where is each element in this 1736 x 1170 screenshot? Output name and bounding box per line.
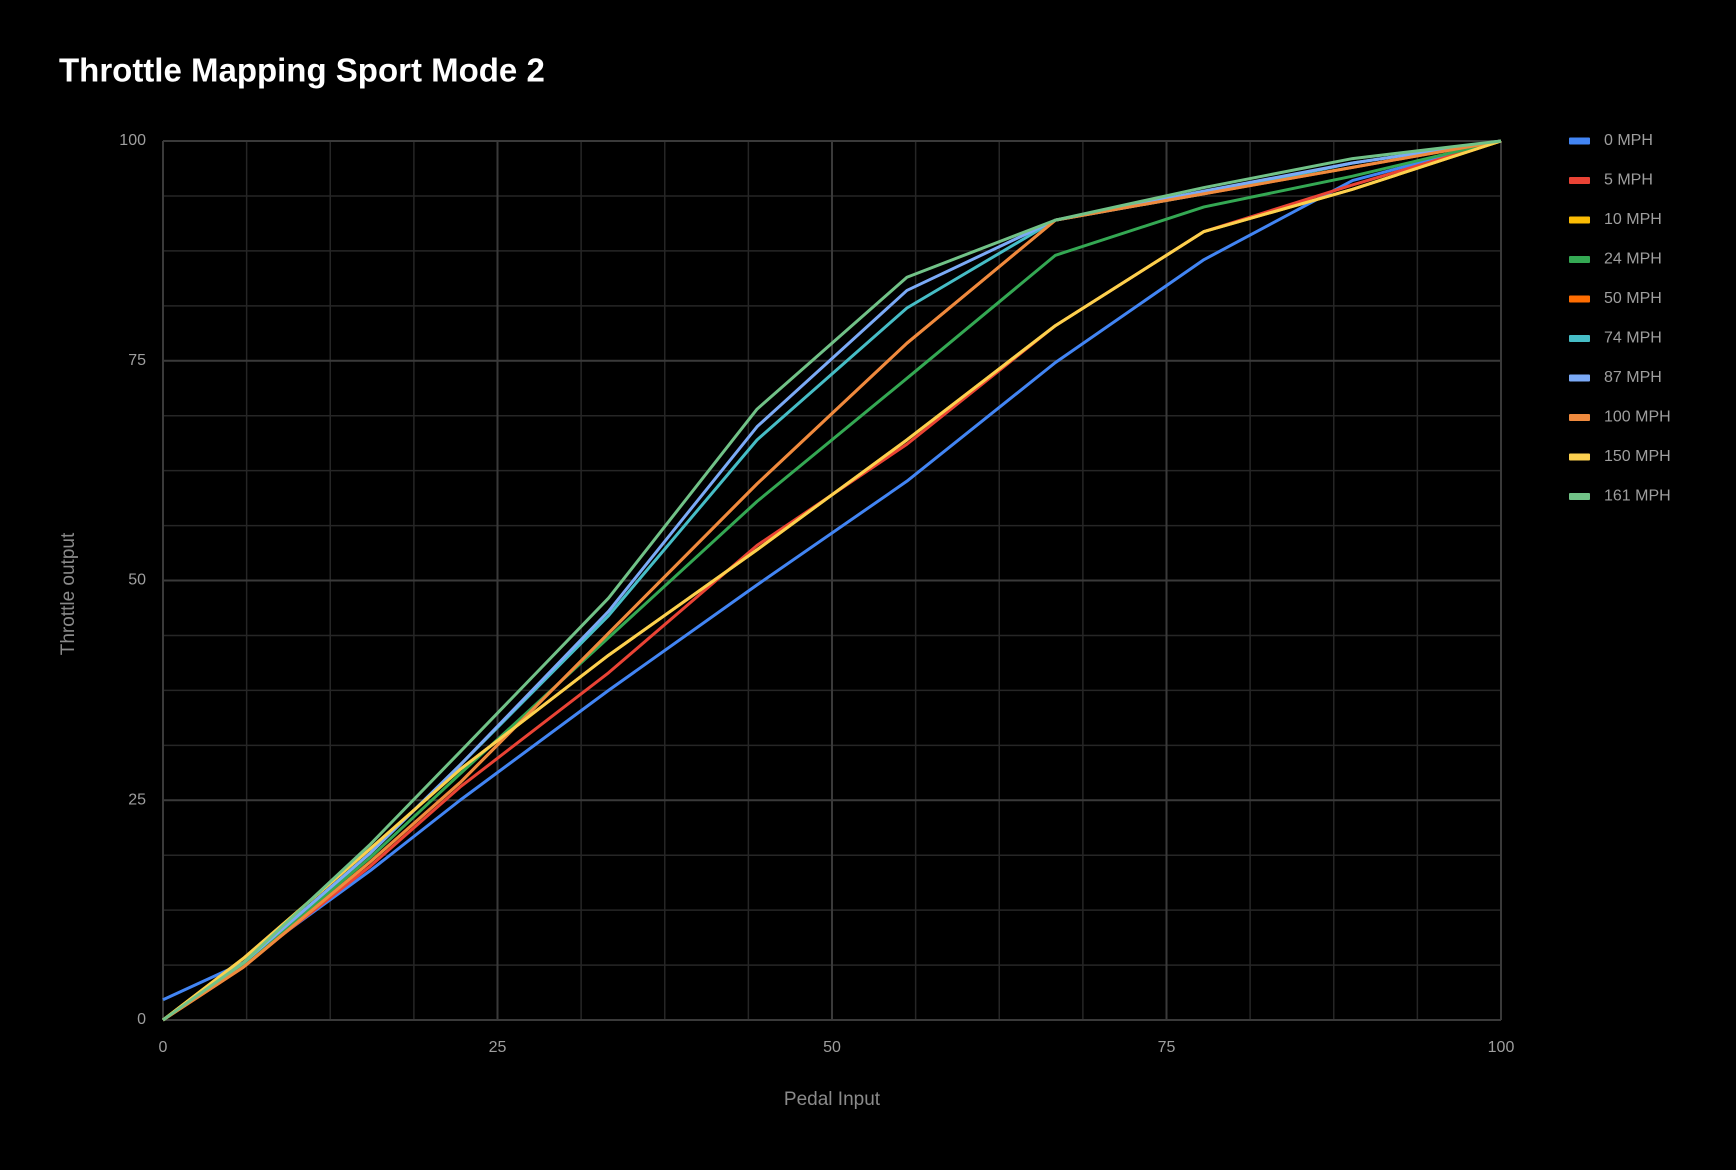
y-tick-label: 0 <box>137 1011 146 1028</box>
series-line <box>162 139 1502 1022</box>
legend-label: 5 MPH <box>1604 172 1653 189</box>
legend-swatch <box>1569 295 1590 303</box>
legend-label: 10 MPH <box>1604 211 1662 228</box>
legend-label: 87 MPH <box>1604 369 1662 386</box>
legend-label: 24 MPH <box>1604 251 1662 268</box>
y-tick-label: 75 <box>128 352 146 369</box>
legend-swatch <box>1569 137 1590 145</box>
legend-label: 50 MPH <box>1604 290 1662 307</box>
chart-title: Throttle Mapping Sport Mode 2 <box>59 52 545 89</box>
legend-swatch <box>1569 493 1590 500</box>
y-tick-label: 50 <box>128 572 146 589</box>
x-tick-label: 100 <box>1488 1039 1515 1056</box>
legend-label: 100 MPH <box>1604 409 1671 426</box>
legend-swatch <box>1569 177 1590 184</box>
x-tick-label: 50 <box>823 1039 841 1056</box>
series-line <box>162 139 1502 1022</box>
legend-swatch <box>1569 414 1590 421</box>
legend-swatch <box>1569 374 1590 382</box>
series-line <box>162 139 1502 1022</box>
y-tick-label: 25 <box>128 791 146 808</box>
legend-label: 161 MPH <box>1604 488 1671 505</box>
series-line <box>162 139 1502 1002</box>
legend-label: 150 MPH <box>1604 448 1671 465</box>
x-tick-label: 75 <box>1158 1039 1176 1056</box>
legend-label: 0 MPH <box>1604 132 1653 149</box>
series-line <box>162 139 1502 1022</box>
legend-swatch <box>1569 256 1590 263</box>
legend-swatch <box>1569 335 1590 342</box>
x-axis-title: Pedal Input <box>784 1089 881 1110</box>
legend-swatch <box>1569 216 1590 224</box>
y-axis-title: Throttle output <box>58 532 79 655</box>
x-tick-label: 0 <box>159 1039 168 1056</box>
x-tick-label: 25 <box>489 1039 507 1056</box>
y-tick-label: 100 <box>119 132 146 149</box>
legend-label: 74 MPH <box>1604 330 1662 347</box>
legend-swatch <box>1569 453 1590 461</box>
